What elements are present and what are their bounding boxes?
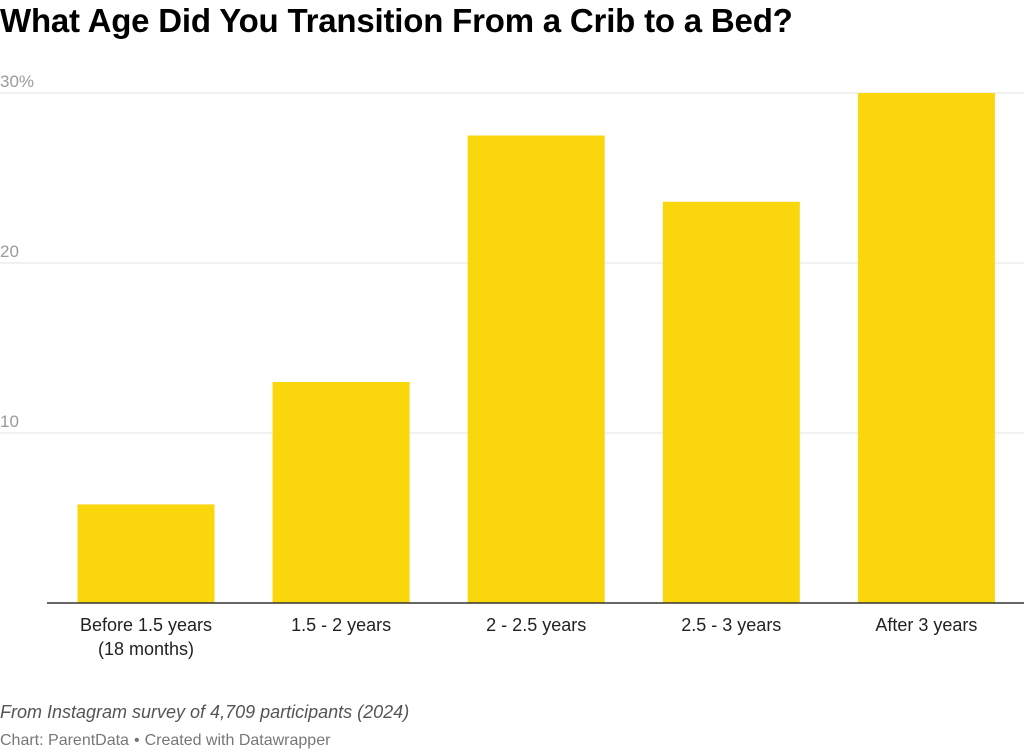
- footer-note: From Instagram survey of 4,709 participa…: [0, 702, 410, 722]
- y-tick-label: 10: [0, 412, 19, 431]
- x-tick-label: After 3 years: [875, 615, 977, 635]
- x-tick-label: Before 1.5 years: [80, 615, 212, 635]
- chart-title: What Age Did You Transition From a Crib …: [0, 2, 793, 39]
- bar-chart: 10 20 30% Before 1.5 years (18 months) 1.5 -…: [0, 72, 1024, 659]
- x-tick-label: 2 - 2.5 years: [486, 615, 586, 635]
- bar: [467, 135, 605, 603]
- bar: [662, 201, 800, 604]
- bar: [272, 382, 410, 603]
- x-tick-label: 2.5 - 3 years: [681, 615, 781, 635]
- bars: [77, 93, 995, 604]
- bar: [77, 504, 215, 603]
- x-tick-label: (18 months): [98, 639, 194, 659]
- y-tick-label: 20: [0, 242, 19, 261]
- x-axis-labels: Before 1.5 years (18 months) 1.5 - 2 years…: [80, 615, 977, 659]
- credit-separator: •: [133, 732, 140, 749]
- y-axis-ticks: 10 20 30%: [0, 72, 34, 431]
- bar: [857, 93, 995, 603]
- y-tick-label: 30%: [0, 72, 34, 91]
- x-tick-label: 1.5 - 2 years: [291, 615, 391, 635]
- footer-credit: Chart: ParentData • Created with Datawrapp…: [0, 732, 330, 750]
- credit-source: Chart: ParentData: [0, 732, 129, 749]
- credit-tool: Created with Datawrapper: [144, 732, 331, 749]
